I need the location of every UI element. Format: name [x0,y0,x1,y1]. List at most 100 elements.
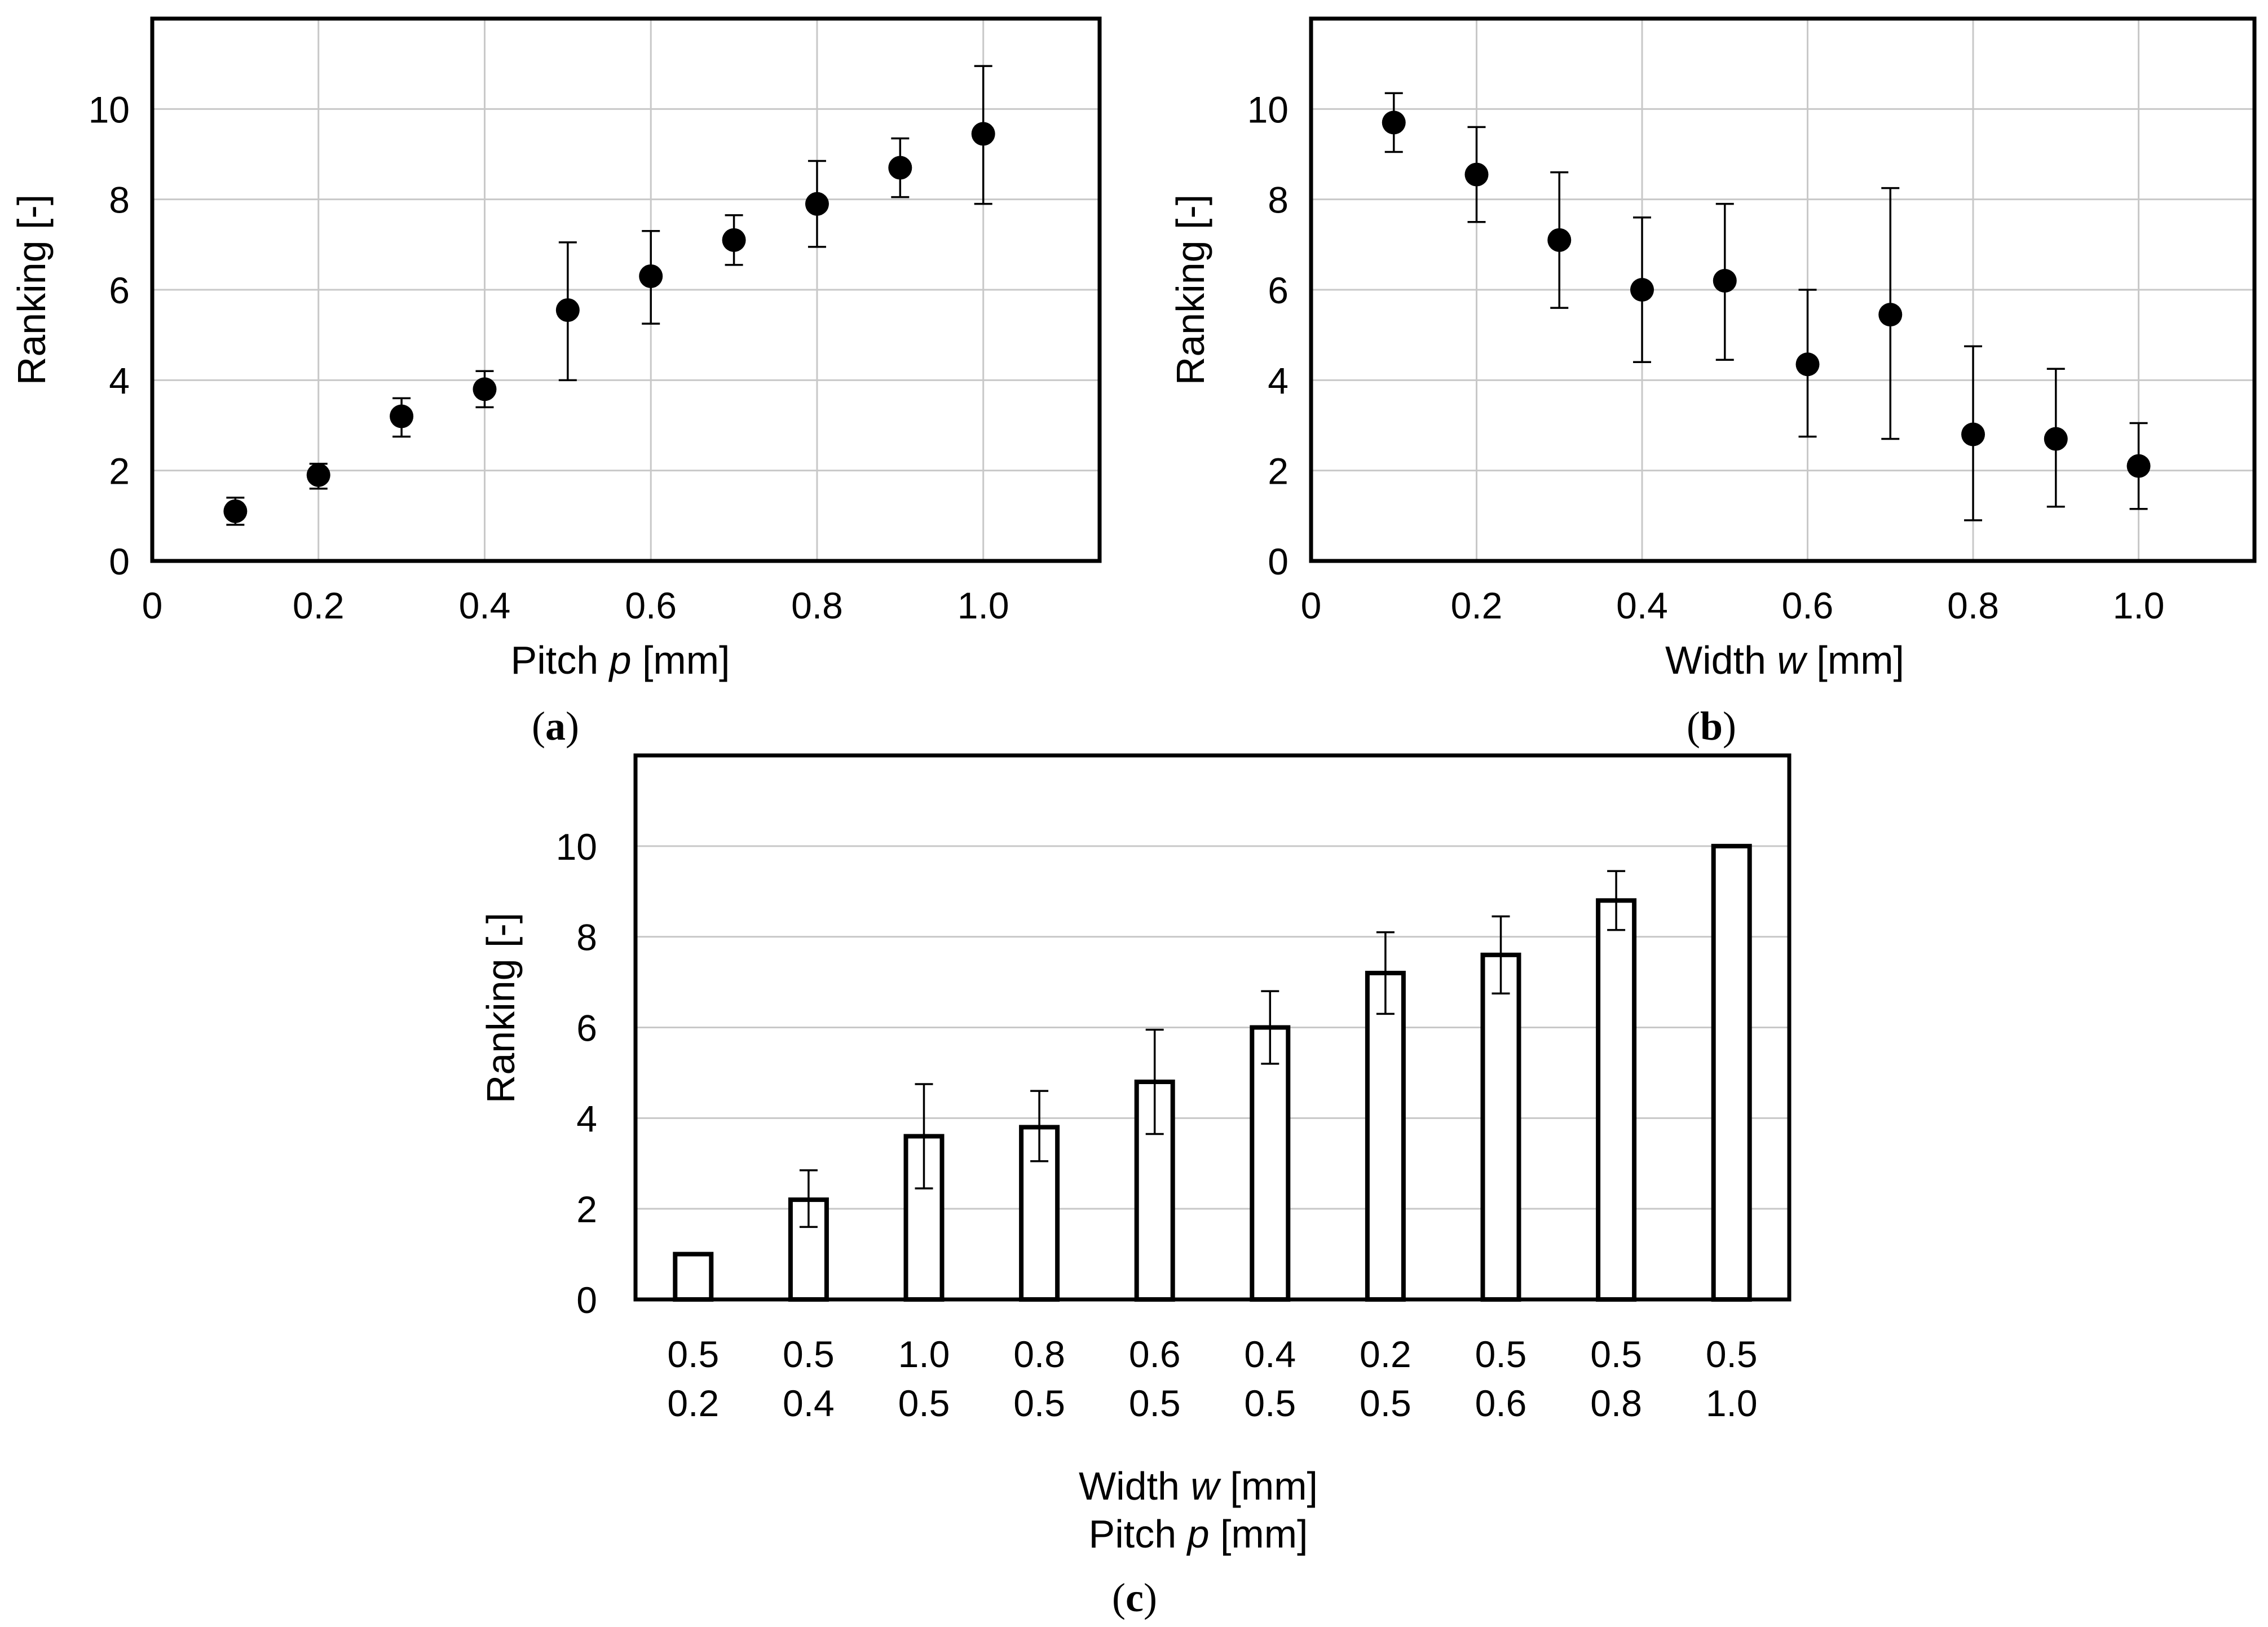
a-y-tick-label: 0 [109,541,130,582]
panel-c-plot-frame [633,753,1792,1302]
a-data-point [223,499,248,523]
panel-b-y-tick-labels: 0 2 4 6 8 10 [1247,89,1289,582]
panel-a-x-axis-label: Pitch p [mm] [511,638,730,682]
c-error-bar [1145,1028,1164,1135]
c-x-tick-label-width: 0.5 [783,1333,835,1375]
a-data-point [888,156,912,180]
c-x-tick-label-width: 0.2 [1360,1333,1411,1375]
panel-c-label: (c) [1112,1575,1157,1620]
c-x-tick-label-width: 0.8 [1013,1333,1065,1375]
c-bar [1480,952,1521,1302]
b-x-tick-label: 0.2 [1451,585,1503,626]
b-data-point [1464,162,1489,187]
c-error-bar [1261,990,1279,1065]
b-x-tick-label: 0.8 [1947,585,1999,626]
c-x-tick-label-pitch: 0.5 [1360,1382,1411,1424]
panel-a-data-marks [223,65,995,526]
c-y-tick-label: 8 [576,917,597,958]
c-bar [1250,1025,1291,1302]
c-y-tick-label: 0 [576,1279,597,1321]
c-y-tick-label: 2 [576,1188,597,1230]
b-data-point [1878,303,1903,327]
c-x-tick-label-width: 1.0 [898,1333,950,1375]
a-x-tick-label: 0.4 [459,585,511,626]
c-error-bar [1492,915,1510,994]
b-data-point [1713,268,1737,293]
b-y-tick-label: 4 [1268,360,1289,401]
c-y-tick-label: 10 [556,826,597,868]
c-x-tick-label-width: 0.6 [1129,1333,1181,1375]
panel-a-x-tick-labels: 0 0.2 0.4 0.6 0.8 1.0 [142,585,1009,626]
b-x-tick-label: 0.6 [1782,585,1834,626]
c-error-bar [1376,931,1395,1015]
b-y-tick-label: 6 [1268,269,1289,311]
b-y-tick-label: 2 [1268,450,1289,492]
panel-c-y-axis-label: Ranking [-] [479,913,523,1103]
a-y-tick-label: 4 [109,360,130,401]
c-x-tick-label-width: 0.5 [1706,1333,1758,1375]
panel-c-data-marks [673,843,1752,1302]
panel-b-data-marks [1382,92,2151,521]
panel-a: 0 2 4 6 8 10 0 0.2 0.4 0.6 0.8 1.0 Ranking [-] Pit… [10,16,1102,749]
c-error-bar [799,1169,818,1228]
a-data-point [805,192,829,216]
a-x-tick-label: 0.6 [625,585,677,626]
c-x-tick-label-pitch: 0.6 [1475,1382,1527,1424]
panel-c-x-axis-label-line2: Pitch p [mm] [1089,1512,1308,1556]
a-y-tick-label: 6 [109,269,130,311]
b-x-tick-label: 1.0 [2113,585,2165,626]
c-x-tick-label-pitch: 0.5 [898,1382,950,1424]
a-x-tick-label: 1.0 [957,585,1009,626]
c-error-bar [1030,1090,1049,1162]
a-data-point [473,377,497,401]
panel-c-y-tick-labels: 0 2 4 6 8 10 [556,826,597,1321]
b-data-point [1382,110,1406,135]
c-bar [673,1252,714,1302]
c-x-tick-label-pitch: 0.5 [1244,1382,1296,1424]
c-error-bar [1607,870,1626,931]
b-data-point [1547,228,1572,252]
panel-a-plot-frame [150,16,1102,563]
b-x-tick-label: 0.4 [1616,585,1668,626]
panel-b-x-tick-labels: 0 0.2 0.4 0.6 0.8 1.0 [1301,585,2165,626]
a-data-point [639,264,663,288]
a-y-tick-label: 8 [109,179,130,221]
c-x-tick-label-width: 0.5 [1475,1333,1527,1375]
b-data-point [2044,427,2068,451]
b-y-tick-label: 0 [1268,541,1289,582]
panel-b-plot-frame [1309,16,2257,563]
a-y-tick-label: 2 [109,450,130,492]
a-x-tick-label: 0.2 [293,585,345,626]
c-x-tick-label-pitch: 0.5 [1129,1382,1181,1424]
b-y-tick-label: 8 [1268,179,1289,221]
c-error-bar [915,1083,933,1190]
c-x-tick-label-width: 0.5 [1590,1333,1642,1375]
panel-c-x-tick-labels: 0.5 0.2 0.5 0.4 1.0 0.5 0.8 0.5 0.6 0.5 0.4 0.5 0.2 0… [667,1333,1757,1424]
b-x-tick-label: 0 [1301,585,1322,626]
a-data-point [390,404,414,428]
c-y-tick-label: 6 [576,1007,597,1049]
c-x-tick-label-pitch: 0.2 [667,1382,719,1424]
panel-b-label: (b) [1687,704,1736,749]
c-y-tick-label: 4 [576,1098,597,1139]
panel-a-label: (a) [532,704,579,749]
panel-a-y-tick-labels: 0 2 4 6 8 10 [89,89,130,582]
c-x-tick-label-width: 0.5 [667,1333,719,1375]
c-x-tick-label-pitch: 1.0 [1706,1382,1758,1424]
c-x-tick-label-pitch: 0.8 [1590,1382,1642,1424]
a-data-point [722,228,746,252]
c-x-tick-label-width: 0.4 [1244,1333,1296,1375]
a-x-tick-label: 0.8 [791,585,843,626]
c-bar [1596,898,1637,1302]
panel-c: 0 2 4 6 8 10 0.5 0.2 0.5 0.4 1.0 0.5 0.8 0.5 0.6 0.5 0.… [479,753,1792,1620]
b-data-point [1961,422,1985,446]
b-data-point [2126,454,2151,478]
a-x-tick-label: 0 [142,585,163,626]
panel-a-y-axis-label: Ranking [-] [10,194,54,385]
a-data-point [555,298,580,322]
c-x-tick-label-pitch: 0.5 [1013,1382,1065,1424]
panel-b-y-axis-label: Ranking [-] [1168,194,1212,385]
panel-b-x-axis-label: Width w [mm] [1665,638,1904,682]
a-data-point [971,122,995,146]
